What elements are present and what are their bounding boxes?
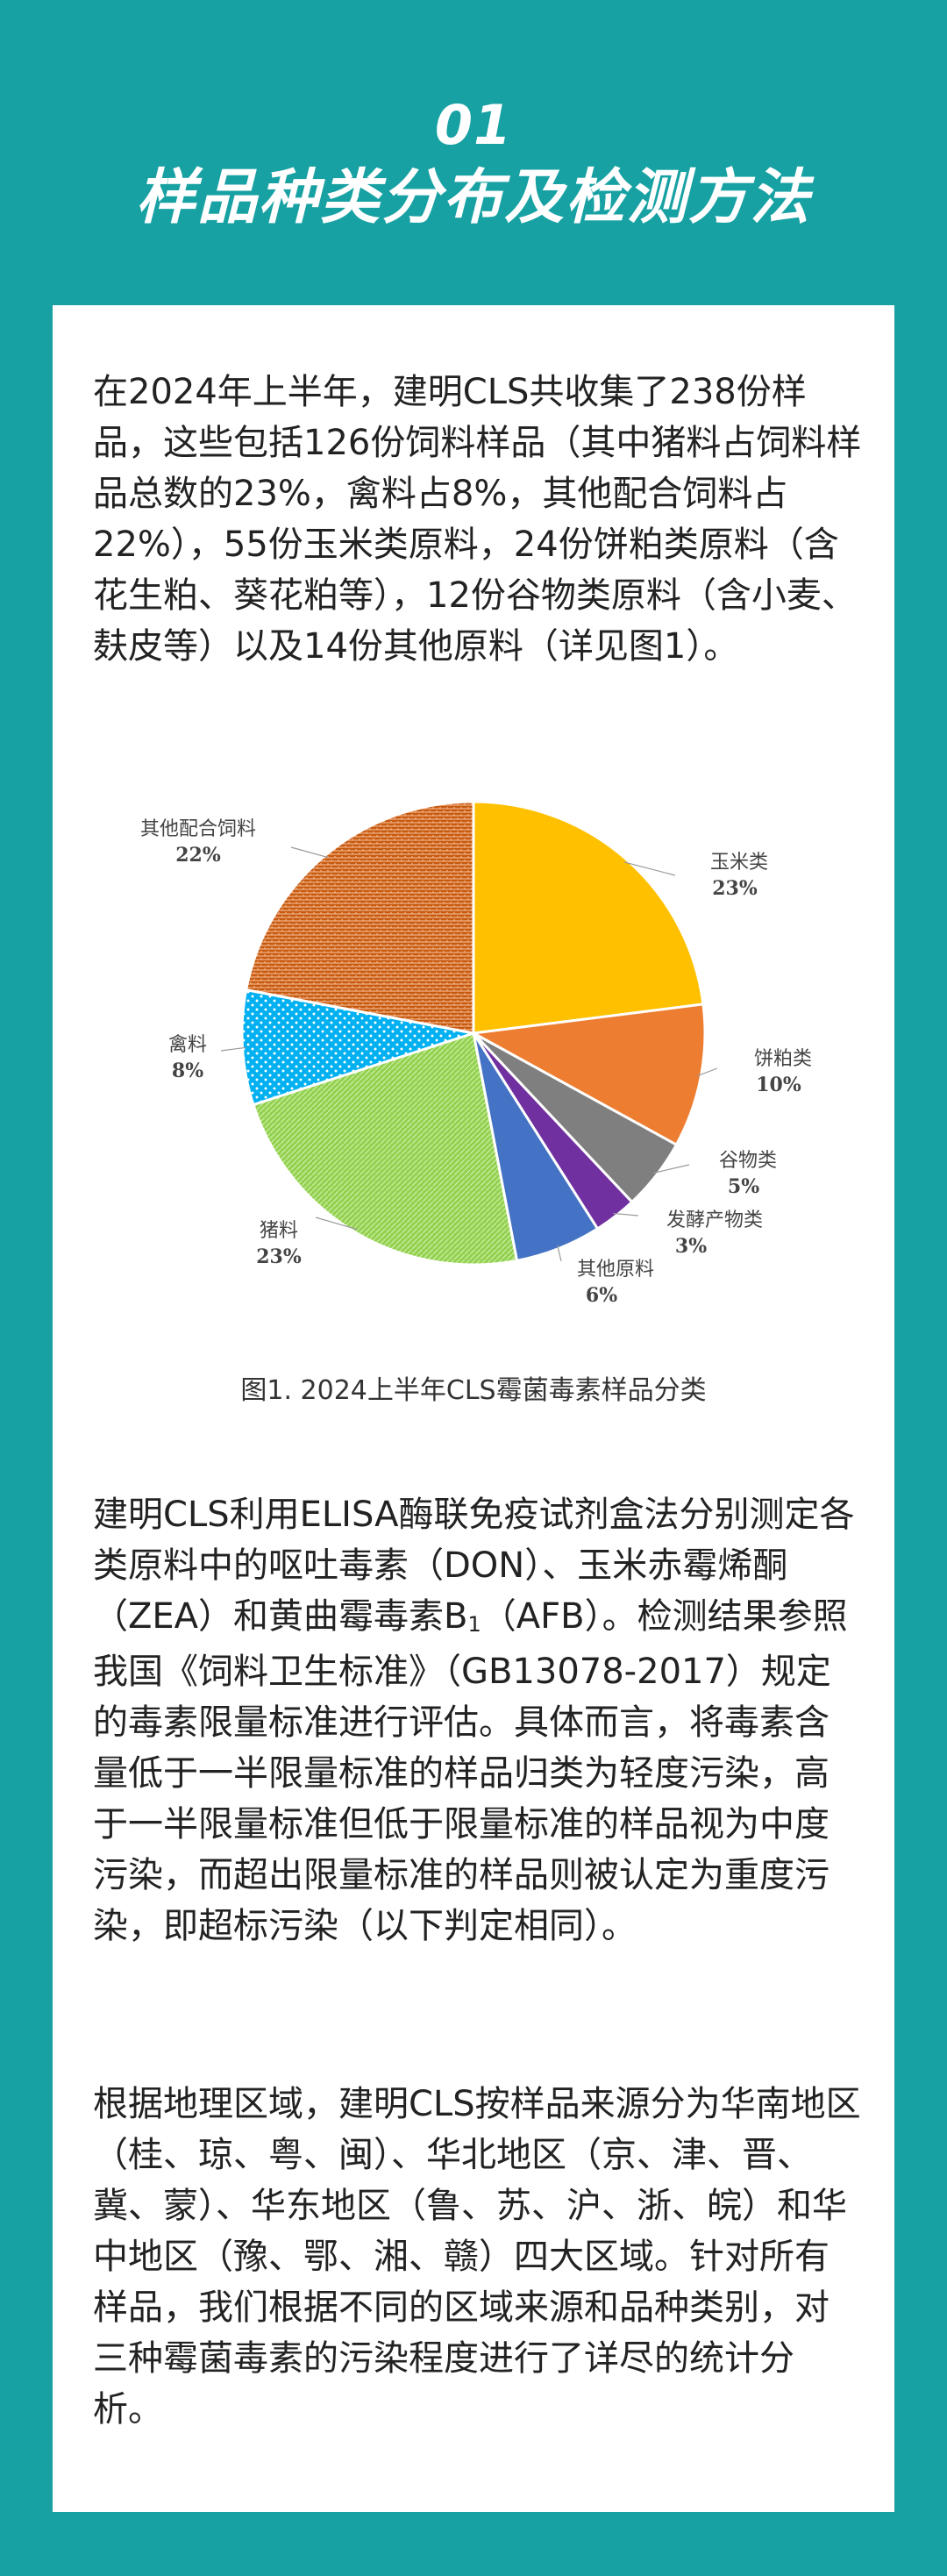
intro-paragraph: 在2024年上半年，建明CLS共收集了238份样品，这些包括126份饲料样品（其… bbox=[93, 372, 862, 667]
pie-slice-6 bbox=[252, 1031, 519, 1267]
method-text-a: 建明CLS利用ELISA酶联免疫试剂盒法分别测定各类原料中的呕吐毒素（DON）、… bbox=[93, 1495, 855, 1637]
section-title: 样品种类分布及检测方法 bbox=[135, 163, 811, 232]
method-paragraph: 建明CLS利用ELISA酶联免疫试剂盒法分别测定各类原料中的呕吐毒素（DON）、… bbox=[93, 1489, 863, 1952]
leader-line-6 bbox=[315, 1217, 358, 1231]
slice-percent-8: 22% bbox=[175, 844, 221, 867]
slice-percent-4: 3% bbox=[675, 1235, 707, 1258]
leader-line-4 bbox=[613, 1212, 639, 1217]
method-text-b: （AFB）。检测结果参照我国《饲料卫生标准》（GB13078-2017）规定的毒… bbox=[93, 1596, 848, 1946]
pie-chart-svg: 玉米类 23% 饼粕类 10% 谷物类 5% 发酵产物类 3% 其他原料 6% 猪料 23% 禽料 8% 其… bbox=[140, 800, 812, 1307]
slice-label-5: 其他原料 bbox=[577, 1259, 654, 1281]
leader-line-3 bbox=[653, 1164, 690, 1174]
pie-slice-8 bbox=[244, 800, 475, 1035]
region-paragraph: 根据地理区域，建明CLS按样品来源分为华南地区（桂、琼、粤、闽）、华北地区（京、… bbox=[93, 2084, 861, 2430]
chart-caption: 图1. 2024上半年CLS霉菌毒素样品分类 bbox=[240, 1375, 707, 1406]
slice-percent-6: 23% bbox=[256, 1245, 302, 1268]
leader-line-1 bbox=[623, 861, 676, 876]
leader-line-8 bbox=[290, 846, 329, 859]
pie-slice-2 bbox=[469, 1003, 707, 1147]
leader-line-5 bbox=[557, 1245, 562, 1262]
slice-label-6: 猪料 bbox=[260, 1220, 298, 1242]
slice-percent-2: 10% bbox=[756, 1074, 801, 1096]
slice-label-4: 发酵产物类 bbox=[666, 1210, 763, 1231]
section-number: 01 bbox=[434, 93, 513, 157]
slice-percent-7: 8% bbox=[172, 1060, 203, 1082]
method-subscript: 1 bbox=[467, 1612, 481, 1637]
slice-percent-3: 5% bbox=[728, 1175, 759, 1198]
slice-label-2: 饼粕类 bbox=[754, 1048, 812, 1070]
slice-label-1: 玉米类 bbox=[710, 852, 768, 874]
sample-distribution-chart: 玉米类 23% 饼粕类 10% 谷物类 5% 发酵产物类 3% 其他原料 6% 猪料 23% 禽料 8% 其… bbox=[70, 796, 877, 1375]
section-header: 01 样品种类分布及检测方法 bbox=[0, 92, 947, 238]
leader-line-7 bbox=[220, 1046, 246, 1052]
slice-label-8: 其他配合饲料 bbox=[140, 818, 256, 840]
slice-percent-5: 6% bbox=[586, 1284, 617, 1307]
content-card: 在2024年上半年，建明CLS共收集了238份样品，这些包括126份饲料样品（其… bbox=[53, 305, 894, 2512]
slice-percent-1: 23% bbox=[712, 877, 758, 900]
leader-line-2 bbox=[697, 1067, 718, 1077]
slice-label-3: 谷物类 bbox=[719, 1150, 777, 1172]
pie-slice-1 bbox=[472, 800, 705, 1035]
slice-label-7: 禽料 bbox=[168, 1034, 207, 1056]
